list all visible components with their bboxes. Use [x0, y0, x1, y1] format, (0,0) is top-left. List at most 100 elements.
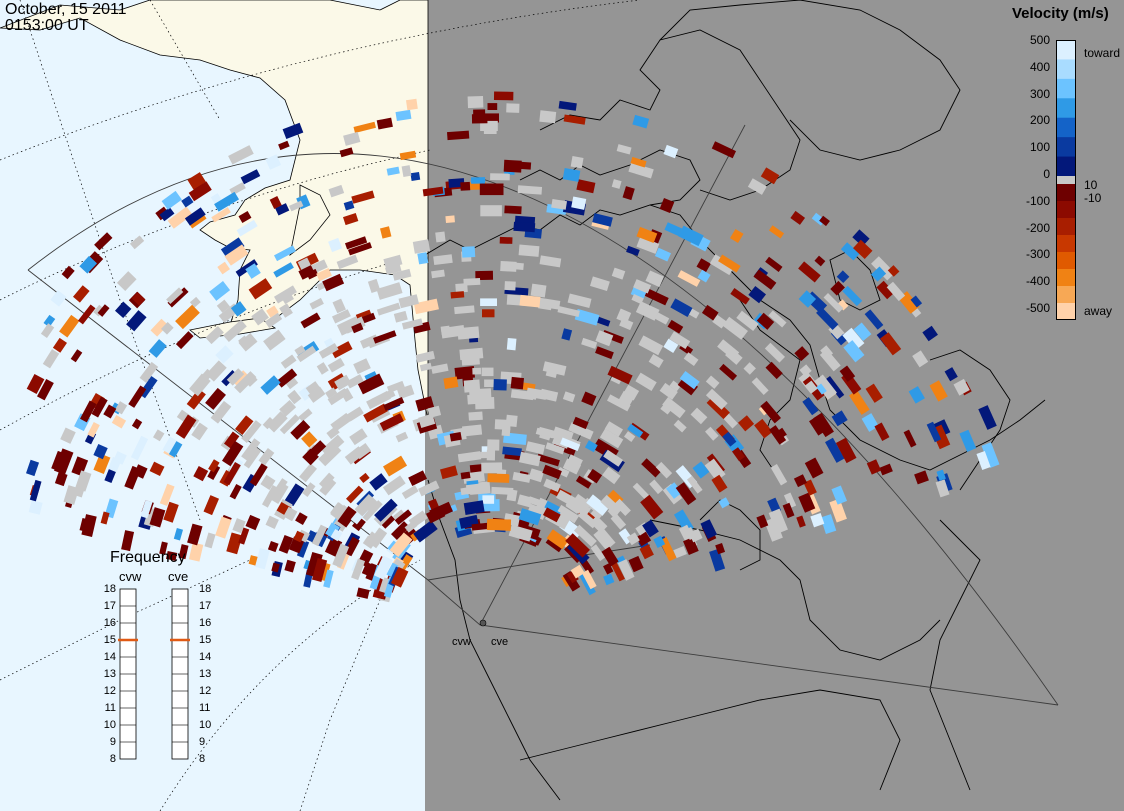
scatter-cell: [679, 371, 700, 390]
scatter-cell: [853, 322, 872, 342]
scatter-cell: [74, 481, 87, 498]
scatter-cell: [113, 451, 127, 465]
scatter-cell: [330, 529, 343, 542]
scatter-cell: [79, 517, 92, 533]
scatter-cell: [163, 501, 179, 523]
scatter-cell: [392, 268, 412, 281]
scatter-cell: [874, 422, 890, 442]
scatter-cell: [490, 173, 510, 181]
scatter-cell: [353, 442, 372, 460]
scatter-cell: [765, 256, 783, 272]
scatter-cell: [325, 522, 340, 539]
scatter-cell: [690, 407, 708, 425]
scatter-cell: [238, 211, 252, 223]
frequency-scale-number: 16: [199, 617, 212, 629]
scatter-cell: [561, 328, 573, 341]
frequency-scale-number: 8: [199, 753, 206, 765]
scatter-cell: [178, 544, 189, 560]
scatter-cell: [238, 335, 250, 347]
scatter-cell: [684, 527, 696, 541]
scatter-cell: [325, 387, 338, 399]
scatter-cell: [448, 178, 465, 188]
scatter-cell: [203, 495, 220, 516]
scatter-cell: [235, 259, 258, 278]
scatter-cell: [463, 500, 485, 515]
scatter-cell: [798, 261, 821, 283]
scatter-cell: [284, 483, 305, 507]
scatter-cell: [613, 498, 631, 516]
scatter-cell: [747, 178, 767, 195]
scatter-cell: [542, 361, 567, 376]
scatter-cell: [518, 508, 542, 526]
scatter-cell: [632, 114, 650, 129]
scatter-cell: [659, 382, 678, 400]
scatter-cell: [366, 390, 391, 410]
colorbar-tick-neg10: -10: [1084, 191, 1102, 205]
scatter-cell: [111, 415, 127, 429]
scatter-cell: [641, 458, 661, 478]
scatter-cell: [357, 373, 385, 395]
scatter-cell: [570, 156, 584, 169]
scatter-cell: [293, 530, 305, 543]
scatter-cell: [265, 515, 279, 529]
scatter-cell: [864, 309, 884, 330]
scatter-cell: [305, 381, 320, 395]
scatter-cell: [349, 428, 368, 446]
scatter-cell: [530, 283, 547, 298]
scatter-cell: [280, 354, 297, 369]
scatter-cell: [705, 388, 728, 410]
scatter-cell: [563, 114, 586, 125]
scatter-cell: [816, 383, 827, 395]
scatter-cell: [454, 365, 476, 380]
scatter-cell: [271, 562, 280, 573]
scatter-cell: [471, 177, 486, 184]
scatter-cell: [686, 475, 703, 494]
scatter-cell: [603, 563, 614, 575]
scatter-cell: [876, 280, 895, 300]
scatter-cell: [383, 455, 408, 477]
scatter-cell: [486, 449, 496, 461]
scatter-cell: [852, 229, 870, 247]
scatter-cell: [825, 376, 845, 399]
scatter-cell: [556, 504, 580, 524]
scatter-cell: [871, 256, 895, 281]
scatter-cell: [393, 310, 408, 323]
scatter-cell: [978, 405, 997, 430]
scatter-cell: [581, 391, 597, 407]
scatter-cell: [309, 297, 324, 310]
scatter-cell: [374, 498, 398, 522]
scatter-cell: [376, 302, 401, 316]
scatter-cell: [836, 270, 850, 284]
scatter-cell: [376, 282, 403, 300]
scatter-cell: [633, 279, 652, 294]
scatter-cell: [616, 144, 632, 155]
scatter-cell: [468, 411, 483, 421]
scatter-cell: [768, 508, 788, 534]
scatter-cell: [617, 559, 635, 581]
scatter-cell: [663, 144, 679, 159]
scatter-cell: [42, 349, 60, 369]
scatter-cell: [709, 254, 735, 276]
scatter-cell: [528, 468, 544, 483]
frequency-scale-number: 17: [199, 600, 212, 612]
scatter-cell: [642, 519, 659, 538]
colorbar-tick: -400: [1025, 274, 1050, 289]
scatter-cell: [415, 396, 435, 412]
scatter-cell: [175, 331, 194, 350]
frequency-scale-number: 11: [199, 702, 211, 714]
scatter-cell: [287, 389, 302, 405]
graticule: [0, 0, 641, 811]
scatter-cell: [373, 330, 397, 344]
scatter-cell: [480, 298, 497, 306]
scatter-cell: [487, 439, 500, 451]
colorbar-tick: 400: [1029, 59, 1050, 74]
scatter-cell: [391, 558, 406, 572]
scatter-cell: [768, 310, 787, 328]
scatter-cell: [514, 262, 524, 271]
scatter-cell: [508, 524, 533, 542]
scatter-cell: [576, 179, 596, 194]
scatter-cell: [622, 186, 635, 201]
scatter-cell: [794, 346, 810, 361]
scatter-cell: [751, 377, 769, 395]
scatter-cell: [481, 113, 499, 123]
